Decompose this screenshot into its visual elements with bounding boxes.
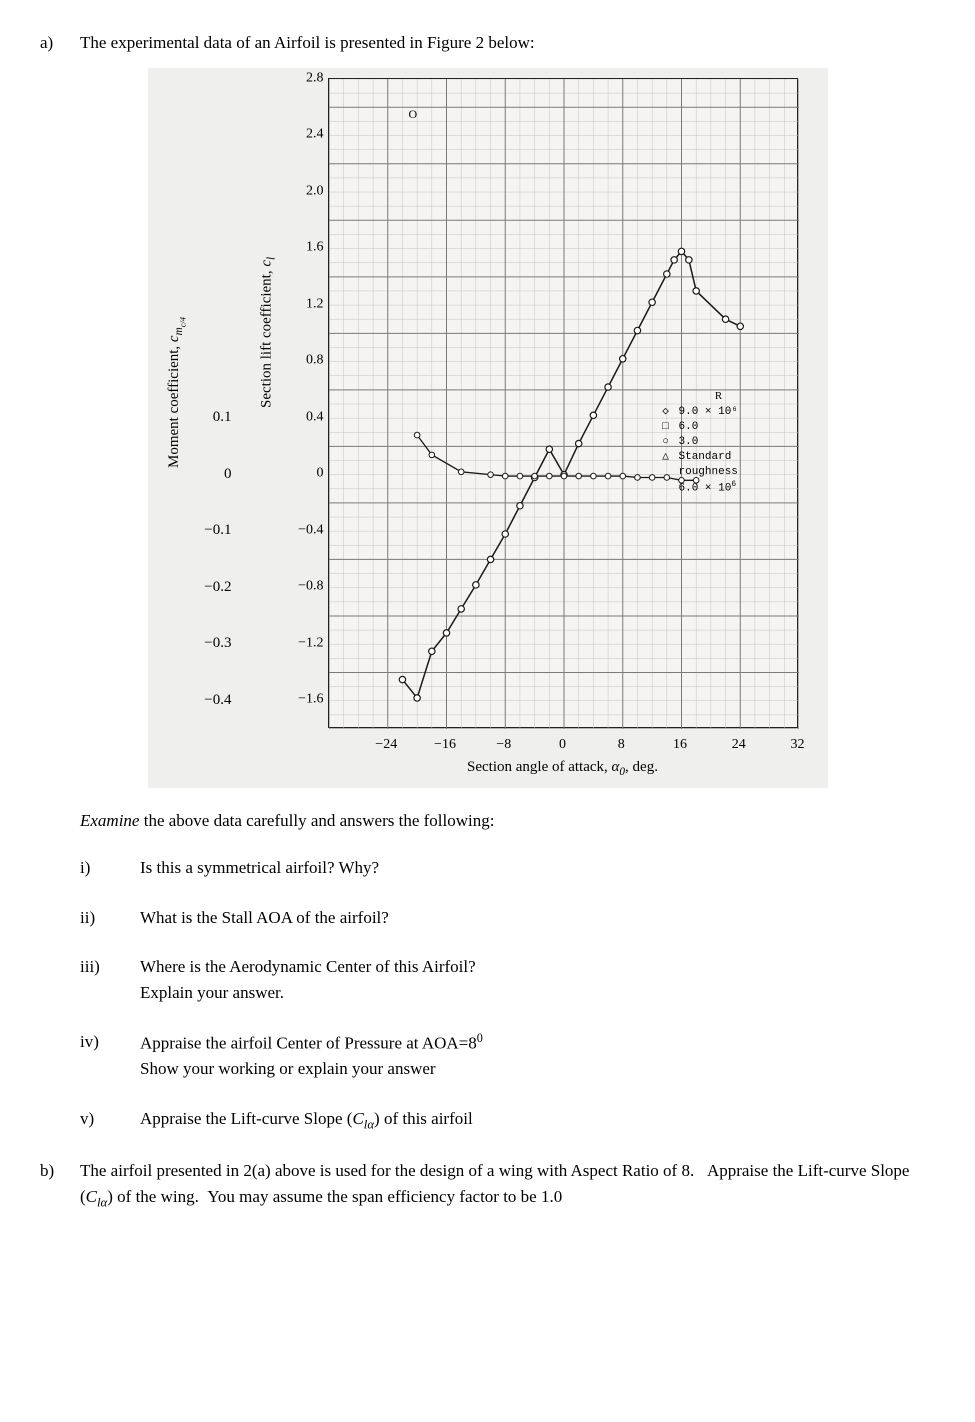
part-a-intro: a) The experimental data of an Airfoil i… [40, 30, 935, 56]
question-row: iii)Where is the Aerodynamic Center of t… [80, 954, 935, 1005]
x-tick: −16 [425, 734, 465, 755]
legend-item: ◇9.0 × 10⁶ [659, 405, 779, 420]
part-b-text: The airfoil presented in 2(a) above is u… [80, 1158, 935, 1212]
cm-tick: −0.1 [196, 518, 232, 541]
question-text: Appraise the airfoil Center of Pressure … [140, 1029, 935, 1082]
annotation-circle: O [409, 105, 418, 123]
cm-axis-label: Moment coefficient, cmc/4 [163, 316, 189, 467]
question-number: ii) [80, 905, 140, 931]
cl-tick: 1.2 [288, 293, 324, 314]
cl-tick: 1.6 [288, 237, 324, 258]
questions-list: i)Is this a symmetrical airfoil? Why?ii)… [40, 855, 935, 1134]
airfoil-chart: 0.1 0 −0.1 −0.2 −0.3 −0.4 Moment coeffic… [148, 68, 828, 788]
cl-tick: −0.8 [288, 576, 324, 597]
cl-axis-label: Section lift coefficient, cl [255, 256, 280, 407]
question-row: i)Is this a symmetrical airfoil? Why? [80, 855, 935, 881]
question-text: What is the Stall AOA of the airfoil? [140, 905, 935, 931]
x-tick: 24 [719, 734, 759, 755]
part-a-text: The experimental data of an Airfoil is p… [80, 30, 935, 56]
cm-tick: −0.3 [196, 631, 232, 654]
x-tick: 0 [543, 734, 583, 755]
question-text: Is this a symmetrical airfoil? Why? [140, 855, 935, 881]
question-number: v) [80, 1106, 140, 1132]
cl-tick: 0.8 [288, 350, 324, 371]
triangle-icon: △ [659, 450, 673, 465]
question-row: iv)Appraise the airfoil Center of Pressu… [80, 1029, 935, 1082]
cl-tick: 2.0 [288, 180, 324, 201]
question-row: v)Appraise the Lift-curve Slope (Clα) of… [80, 1106, 935, 1135]
square-icon: □ [659, 420, 673, 435]
legend-item: △Standardroughness6.0 × 106 [659, 450, 779, 496]
cm-tick: 0.1 [196, 405, 232, 428]
part-a-label: a) [40, 30, 80, 56]
examine-instruction: Examine the above data carefully and ans… [40, 808, 935, 834]
circle-icon: ○ [659, 435, 673, 450]
cl-tick: −1.6 [288, 689, 324, 710]
figure-container: 0.1 0 −0.1 −0.2 −0.3 −0.4 Moment coeffic… [40, 68, 935, 788]
cl-tick: −0.4 [288, 519, 324, 540]
cl-tick: 0 [288, 463, 324, 484]
x-axis-label: Section angle of attack, α0, deg. [328, 756, 798, 781]
x-tick: −8 [484, 734, 524, 755]
cl-tick: −1.2 [288, 632, 324, 653]
cl-tick: 0.4 [288, 406, 324, 427]
cm-tick: −0.2 [196, 575, 232, 598]
legend: R ◇9.0 × 10⁶ □6.0 ○3.0 △Standardroughnes… [659, 389, 779, 497]
x-tick: −24 [366, 734, 406, 755]
question-row: ii)What is the Stall AOA of the airfoil? [80, 905, 935, 931]
x-tick: 32 [778, 734, 818, 755]
question-text: Appraise the Lift-curve Slope (Clα) of t… [140, 1106, 935, 1135]
legend-item: ○3.0 [659, 435, 779, 450]
diamond-icon: ◇ [659, 405, 673, 420]
question-text: Where is the Aerodynamic Center of this … [140, 954, 935, 1005]
legend-title: R [659, 389, 779, 404]
cm-tick: 0 [196, 462, 232, 485]
examine-prefix: Examine [80, 811, 139, 830]
examine-rest: the above data carefully and answers the… [139, 811, 494, 830]
legend-item: □6.0 [659, 420, 779, 435]
part-b: b) The airfoil presented in 2(a) above i… [40, 1158, 935, 1212]
x-tick: 8 [601, 734, 641, 755]
cm-tick: −0.4 [196, 688, 232, 711]
question-number: iii) [80, 954, 140, 980]
question-number: iv) [80, 1029, 140, 1055]
plot-area: O R ◇9.0 × 10⁶ □6.0 ○3.0 △Standardroughn… [328, 78, 798, 728]
cl-tick: 2.8 [288, 67, 324, 88]
x-tick: 16 [660, 734, 700, 755]
question-number: i) [80, 855, 140, 881]
cl-tick: 2.4 [288, 124, 324, 145]
part-b-label: b) [40, 1158, 80, 1184]
